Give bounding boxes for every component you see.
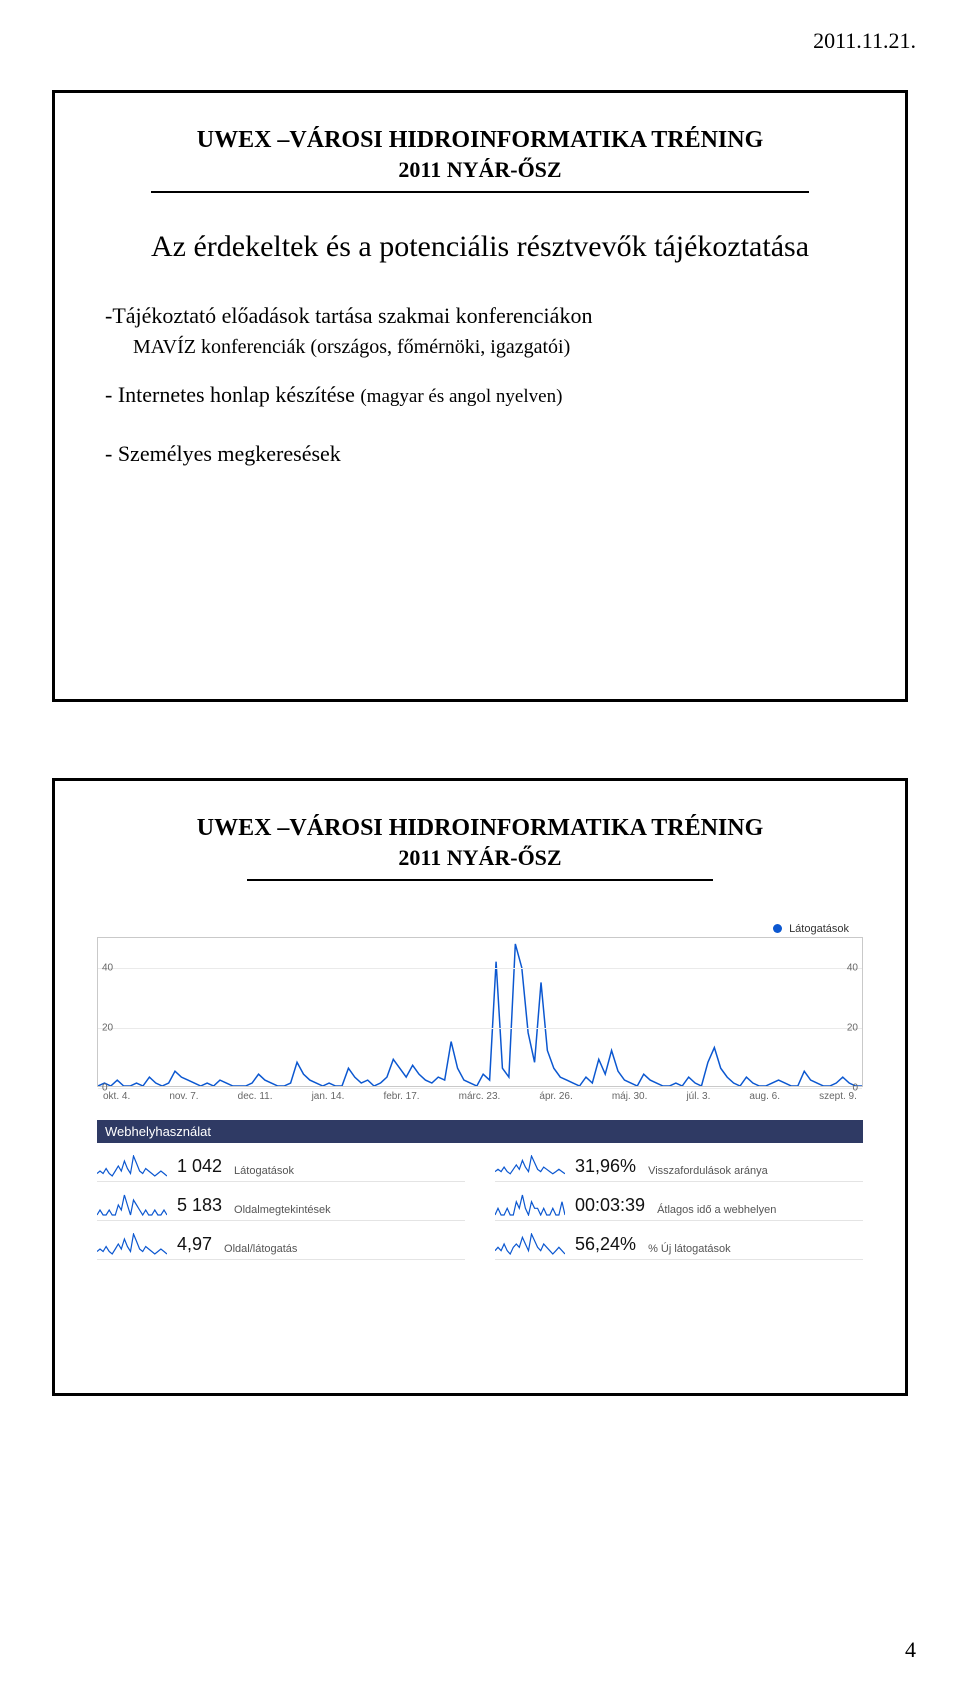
stats-section-header: Webhelyhasználat xyxy=(97,1120,863,1143)
slide-1: UWEX –VÁROSI HIDROINFORMATIKA TRÉNING 20… xyxy=(52,90,908,702)
bullet-3: - Személyes megkeresések xyxy=(105,437,855,470)
sparkline xyxy=(97,1233,167,1255)
stat-value: 1 042 xyxy=(177,1156,222,1177)
bullet-3-text: - Személyes megkeresések xyxy=(105,441,341,466)
x-tick-label: nov. 7. xyxy=(169,1091,198,1102)
stat-label: Oldal/látogatás xyxy=(224,1243,297,1255)
sparkline xyxy=(97,1155,167,1177)
slide1-title-rule xyxy=(151,191,809,193)
bullet-2-note: (magyar és angol nyelven) xyxy=(360,386,562,407)
y-tick-label: 20 xyxy=(102,1022,113,1033)
stat-value: 00:03:39 xyxy=(575,1195,645,1216)
stat-cell: 1 042 Látogatások xyxy=(97,1155,465,1182)
x-tick-label: júl. 3. xyxy=(686,1091,710,1102)
x-tick-label: febr. 17. xyxy=(383,1091,419,1102)
stat-cell: 31,96% Visszafordulások aránya xyxy=(495,1155,863,1182)
stat-label: Látogatások xyxy=(234,1165,294,1177)
bullet-2-text: - Internetes honlap készítése xyxy=(105,382,355,407)
chart-line xyxy=(98,938,862,1086)
bullet-1-text: -Tájékoztató előadások tartása szakmai k… xyxy=(105,303,592,328)
x-tick-label: máj. 30. xyxy=(612,1091,648,1102)
page-number: 4 xyxy=(905,1637,916,1663)
stat-label: Oldalmegtekintések xyxy=(234,1204,331,1216)
stat-label: % Új látogatások xyxy=(648,1243,731,1255)
page-date: 2011.11.21. xyxy=(813,28,916,54)
slide2-title-line2: 2011 NYÁR-ŐSZ xyxy=(97,845,863,871)
slide2-title-rule xyxy=(247,879,713,881)
y-tick-label: 0 xyxy=(102,1082,108,1093)
chart-legend: Látogatások xyxy=(97,923,849,935)
stat-label: Átlagos idő a webhelyen xyxy=(657,1204,776,1216)
sparkline xyxy=(495,1233,565,1255)
slide1-title-line2: 2011 NYÁR-ŐSZ xyxy=(97,157,863,183)
stat-value: 5 183 xyxy=(177,1195,222,1216)
visits-chart: Látogatások 0020204040 okt. 4.nov. 7.dec… xyxy=(97,923,863,1102)
sparkline xyxy=(495,1155,565,1177)
stat-value: 31,96% xyxy=(575,1156,636,1177)
x-tick-label: szept. 9. xyxy=(819,1091,857,1102)
bullet-1: -Tájékoztató előadások tartása szakmai k… xyxy=(105,299,855,362)
x-tick-label: jan. 14. xyxy=(312,1091,345,1102)
slide1-title-line1: UWEX –VÁROSI HIDROINFORMATIKA TRÉNING xyxy=(97,127,863,155)
x-tick-label: dec. 11. xyxy=(238,1091,273,1102)
x-tick-label: aug. 6. xyxy=(749,1091,780,1102)
y-tick-label: 20 xyxy=(847,1022,858,1033)
chart-x-axis: okt. 4.nov. 7.dec. 11.jan. 14.febr. 17.m… xyxy=(97,1087,863,1102)
y-tick-label: 40 xyxy=(847,962,858,973)
slide-2: UWEX –VÁROSI HIDROINFORMATIKA TRÉNING 20… xyxy=(52,778,908,1396)
bullet-2: - Internetes honlap készítése (magyar és… xyxy=(105,378,855,412)
legend-label: Látogatások xyxy=(789,923,849,935)
y-tick-label: 0 xyxy=(852,1082,858,1093)
stat-cell: 00:03:39 Átlagos idő a webhelyen xyxy=(495,1194,863,1221)
stat-value: 56,24% xyxy=(575,1234,636,1255)
sparkline xyxy=(495,1194,565,1216)
stat-cell: 4,97 Oldal/látogatás xyxy=(97,1233,465,1260)
bullet-1-sub: MAVÍZ konferenciák (országos, főmérnöki,… xyxy=(133,332,855,362)
chart-plot-area: 0020204040 xyxy=(97,937,863,1087)
stat-value: 4,97 xyxy=(177,1234,212,1255)
stat-cell: 5 183 Oldalmegtekintések xyxy=(97,1194,465,1221)
slide1-heading: Az érdekeltek és a potenciális résztvevő… xyxy=(97,229,863,265)
sparkline xyxy=(97,1194,167,1216)
stat-label: Visszafordulások aránya xyxy=(648,1165,768,1177)
x-tick-label: márc. 23. xyxy=(459,1091,501,1102)
slide1-body: -Tájékoztató előadások tartása szakmai k… xyxy=(105,299,855,471)
y-tick-label: 40 xyxy=(102,962,113,973)
x-tick-label: ápr. 26. xyxy=(539,1091,572,1102)
legend-swatch xyxy=(773,924,782,933)
slide2-title-line1: UWEX –VÁROSI HIDROINFORMATIKA TRÉNING xyxy=(97,815,863,843)
stat-cell: 56,24% % Új látogatások xyxy=(495,1233,863,1260)
stats-grid: 1 042 Látogatások 31,96% Visszafordulások a… xyxy=(97,1155,863,1260)
